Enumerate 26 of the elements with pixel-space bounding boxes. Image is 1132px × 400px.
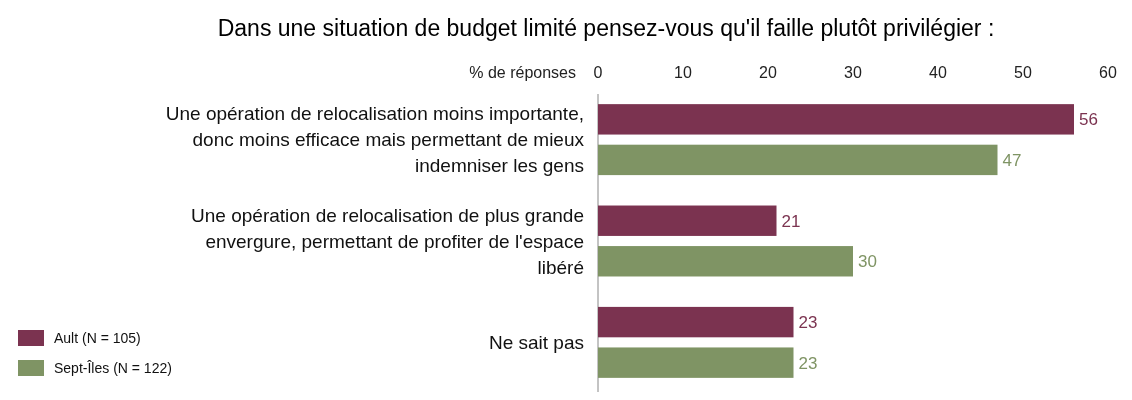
bar bbox=[598, 205, 777, 236]
data-label: 23 bbox=[798, 313, 818, 333]
data-label: 56 bbox=[1079, 110, 1098, 130]
data-label: 30 bbox=[858, 252, 877, 272]
y-tick-label: Ne sait pas bbox=[488, 332, 584, 354]
x-tick-label: 30 bbox=[844, 64, 862, 81]
x-tick-label: 40 bbox=[929, 64, 947, 81]
x-axis-title: % de réponses bbox=[469, 64, 576, 81]
bar bbox=[598, 246, 853, 277]
bar bbox=[598, 144, 998, 176]
bar bbox=[598, 104, 1074, 135]
y-tick-label: Une opération de relocalisation moins importante, donc moins efficace mais permettant de mieux indemniser les gens bbox=[165, 103, 585, 177]
data-label: 47 bbox=[1002, 150, 1022, 170]
x-tick-label: 50 bbox=[1014, 64, 1032, 81]
y-tick-label: Une opération de relocalisation de plus grande envergure, permettant de profiter de l'espace libéré bbox=[191, 204, 584, 278]
legend-label: Sept-Îles (N = 122) bbox=[54, 359, 172, 376]
x-tick-label: 10 bbox=[674, 64, 692, 81]
data-label: 23 bbox=[798, 353, 818, 373]
chart-title: Dans une situation de budget limité pensez-vous qu'il faille plutôt privilégier : bbox=[217, 15, 995, 41]
x-tick-label: 20 bbox=[759, 64, 777, 81]
x-tick-label: 0 bbox=[593, 64, 603, 81]
bar bbox=[598, 306, 794, 338]
x-tick-label: 60 bbox=[1099, 64, 1117, 81]
data-label: 21 bbox=[781, 211, 801, 231]
legend-label: Ault (N = 105) bbox=[54, 329, 141, 346]
bar bbox=[598, 347, 794, 378]
